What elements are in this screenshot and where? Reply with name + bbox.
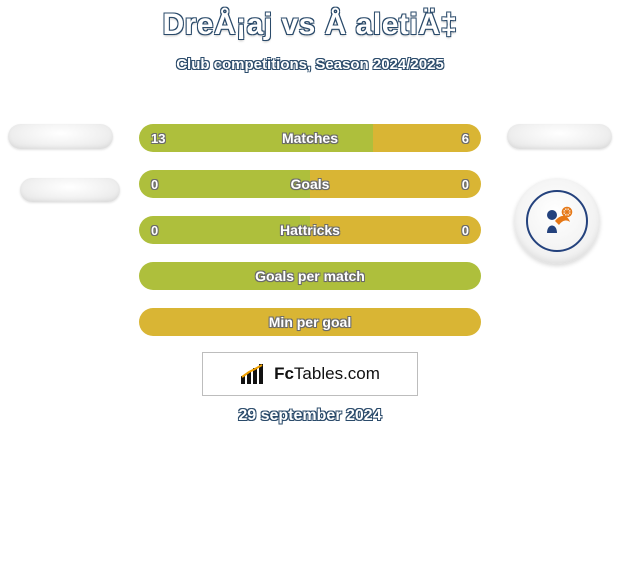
date-label: 29 september 2024 bbox=[0, 407, 620, 425]
club-crest-right bbox=[514, 178, 600, 264]
bar-full bbox=[139, 262, 481, 290]
bar-full bbox=[139, 308, 481, 336]
decorative-pill-bottom-left bbox=[20, 178, 120, 202]
fctables-logo-icon bbox=[240, 363, 266, 385]
stat-row: Min per goal bbox=[139, 308, 481, 336]
stat-row: 00Goals bbox=[139, 170, 481, 198]
stat-row: 00Hattricks bbox=[139, 216, 481, 244]
page-title: DreÅ¡aj vs Å aletiÄ‡ bbox=[0, 0, 620, 42]
bar-right bbox=[310, 216, 481, 244]
decorative-pill-top-left bbox=[8, 124, 113, 149]
decorative-pill-top-right bbox=[507, 124, 612, 149]
stats-rows: 136Matches 00Goals 00Hattricks Goals per ma… bbox=[139, 124, 481, 354]
crest-icon bbox=[537, 201, 577, 241]
bar-left bbox=[139, 170, 310, 198]
bar-left bbox=[139, 124, 373, 152]
bar-left bbox=[139, 216, 310, 244]
page-subtitle: Club competitions, Season 2024/2025 bbox=[0, 56, 620, 73]
stat-row: Goals per match bbox=[139, 262, 481, 290]
bar-right bbox=[373, 124, 481, 152]
stat-row: 136Matches bbox=[139, 124, 481, 152]
bar-right bbox=[310, 170, 481, 198]
fctables-attribution: FcTables.com bbox=[202, 352, 418, 396]
fctables-logo-text: FcTables.com bbox=[274, 364, 380, 384]
